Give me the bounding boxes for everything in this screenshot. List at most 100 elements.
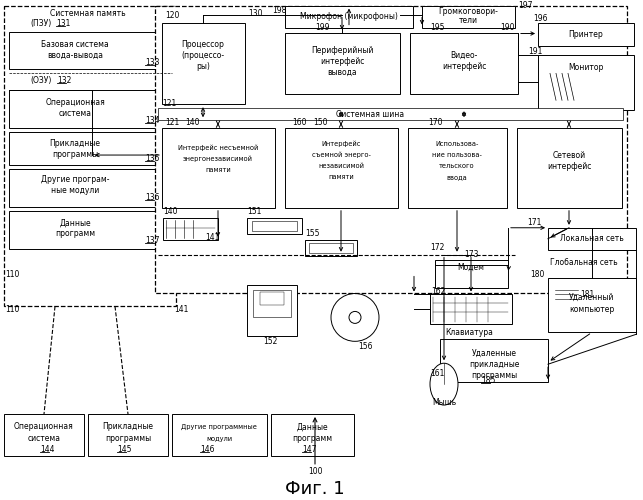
Text: 132: 132 [57, 76, 71, 85]
Bar [271, 414, 354, 456]
Text: 185: 185 [481, 376, 495, 384]
Text: тельского: тельского [439, 163, 475, 169]
Text: ние пользова-: ние пользова- [432, 152, 482, 158]
Bar [9, 169, 172, 207]
Text: Прикладные: Прикладные [102, 422, 154, 432]
Text: тели: тели [458, 16, 478, 25]
Bar [435, 260, 508, 287]
Text: 140: 140 [163, 208, 177, 216]
Text: система: система [28, 434, 60, 444]
Bar [253, 290, 291, 318]
Text: 195: 195 [430, 23, 444, 32]
Bar [4, 6, 176, 306]
Text: Системная память: Системная память [50, 9, 126, 18]
Bar [9, 132, 172, 165]
Text: ры): ры) [196, 62, 210, 71]
Text: вывода: вывода [327, 68, 357, 77]
Ellipse shape [430, 363, 458, 405]
Bar [538, 56, 634, 110]
Text: 171: 171 [527, 218, 541, 228]
Text: программы: программы [105, 434, 151, 444]
Bar [4, 414, 84, 456]
Text: 170: 170 [428, 118, 442, 126]
Bar [88, 414, 168, 456]
Text: Видео-: Видео- [450, 51, 478, 60]
Text: 196: 196 [533, 14, 547, 23]
Text: Громкоговори-: Громкоговори- [438, 7, 498, 16]
Bar [163, 218, 218, 240]
Text: Глобальная сеть: Глобальная сеть [550, 258, 618, 267]
Text: Периферийный: Периферийный [311, 46, 373, 55]
Text: программы: программы [471, 370, 517, 380]
Text: Мышь: Мышь [432, 398, 456, 406]
Bar [9, 211, 172, 248]
Bar [155, 6, 627, 292]
Text: съемной энерго-: съемной энерго- [312, 152, 370, 158]
Text: 136: 136 [145, 194, 159, 202]
Text: 121: 121 [165, 118, 179, 126]
Text: 135: 135 [145, 154, 159, 162]
Bar [440, 340, 548, 382]
Text: интерфейс: интерфейс [547, 162, 591, 172]
Text: интерфейс: интерфейс [442, 62, 486, 71]
Text: Модем: Модем [458, 263, 484, 272]
Bar [309, 242, 353, 252]
Bar [430, 294, 512, 324]
Text: Интерфейс несъемной: Интерфейс несъемной [178, 145, 258, 152]
Text: Операционная: Операционная [45, 98, 105, 107]
Text: Фиг. 1: Фиг. 1 [285, 480, 345, 498]
Text: 151: 151 [247, 208, 261, 216]
Text: 181: 181 [580, 290, 594, 299]
Text: 100: 100 [308, 468, 322, 476]
Text: 180: 180 [530, 270, 545, 279]
Text: независимой: независимой [318, 163, 364, 169]
Text: 152: 152 [263, 337, 277, 346]
Bar [422, 6, 515, 28]
Text: Процессор: Процессор [181, 40, 224, 49]
Text: Клавиатура: Клавиатура [445, 328, 493, 337]
Text: 140: 140 [185, 118, 199, 126]
Text: 121: 121 [162, 98, 176, 108]
Text: Другие программные: Другие программные [181, 424, 257, 430]
Text: Операционная: Операционная [14, 422, 74, 432]
Text: (ОЗУ): (ОЗУ) [30, 76, 51, 85]
Bar [162, 22, 245, 104]
Text: 141: 141 [205, 233, 219, 242]
Text: энергонезависимой: энергонезависимой [183, 156, 253, 162]
Text: Сетевой: Сетевой [552, 150, 586, 160]
Text: Монитор: Монитор [568, 63, 604, 72]
Text: Базовая система: Базовая система [41, 40, 109, 49]
Text: 141: 141 [174, 305, 188, 314]
Bar [408, 128, 507, 208]
Text: ввода: ввода [447, 174, 467, 180]
Text: 131: 131 [56, 19, 70, 28]
Text: Системная шина: Системная шина [336, 110, 404, 118]
Bar [548, 228, 636, 250]
Bar [548, 278, 636, 332]
Text: Данные: Данные [59, 218, 91, 228]
Bar [9, 32, 172, 70]
Text: система: система [59, 108, 91, 118]
Text: Интерфейс: Интерфейс [322, 141, 361, 148]
Text: 110: 110 [5, 305, 19, 314]
Bar [285, 6, 413, 28]
Text: 162: 162 [431, 287, 446, 296]
Text: (ПЗУ): (ПЗУ) [30, 19, 51, 28]
Bar [247, 218, 302, 234]
Text: 190: 190 [500, 23, 514, 32]
Text: 160: 160 [292, 118, 307, 126]
Text: Другие програм-: Другие програм- [41, 176, 109, 184]
Bar [538, 22, 634, 46]
Text: модули: модули [206, 436, 232, 442]
Text: 130: 130 [248, 9, 262, 18]
Text: 137: 137 [145, 236, 159, 245]
Text: 134: 134 [145, 116, 159, 124]
Text: Удаленные: Удаленные [471, 349, 516, 358]
Text: 147: 147 [302, 446, 316, 454]
Text: прикладные: прикладные [469, 360, 519, 368]
Text: 198: 198 [272, 6, 286, 15]
Text: программы: программы [52, 150, 98, 158]
Text: Микрофон (микрофоны): Микрофон (микрофоны) [300, 12, 398, 21]
Text: 197: 197 [518, 1, 532, 10]
Text: 150: 150 [313, 118, 327, 126]
